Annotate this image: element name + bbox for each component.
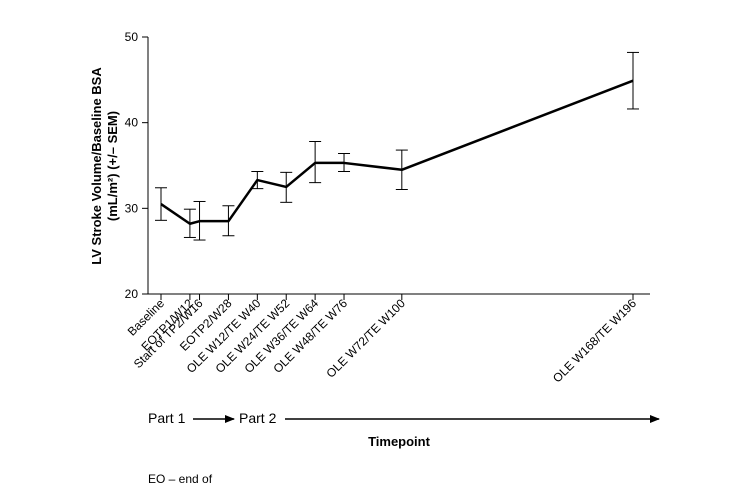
y-tick-label: 20 xyxy=(125,287,139,301)
x-ticks xyxy=(160,294,634,300)
part2-label: Part 2 xyxy=(239,410,277,426)
x-axis-title: Timepoint xyxy=(368,434,431,449)
y-tick-label: 30 xyxy=(125,201,139,215)
y-tick-label: 40 xyxy=(125,116,139,130)
y-axis-title-line1: LV Stroke Volume/Baseline BSA xyxy=(89,67,104,265)
y-axis-title-line2: (mL/m²) (+/– SEM) xyxy=(105,111,120,221)
footnote: EO – end of xyxy=(148,472,213,486)
x-tick-label: OLE W168/TE W196 xyxy=(550,296,639,385)
series-line xyxy=(160,79,634,226)
y-tick-label: 50 xyxy=(125,30,139,44)
y-ticks: 20 30 40 50 xyxy=(125,30,148,301)
part1-label: Part 1 xyxy=(148,410,186,426)
error-bars xyxy=(155,51,639,241)
